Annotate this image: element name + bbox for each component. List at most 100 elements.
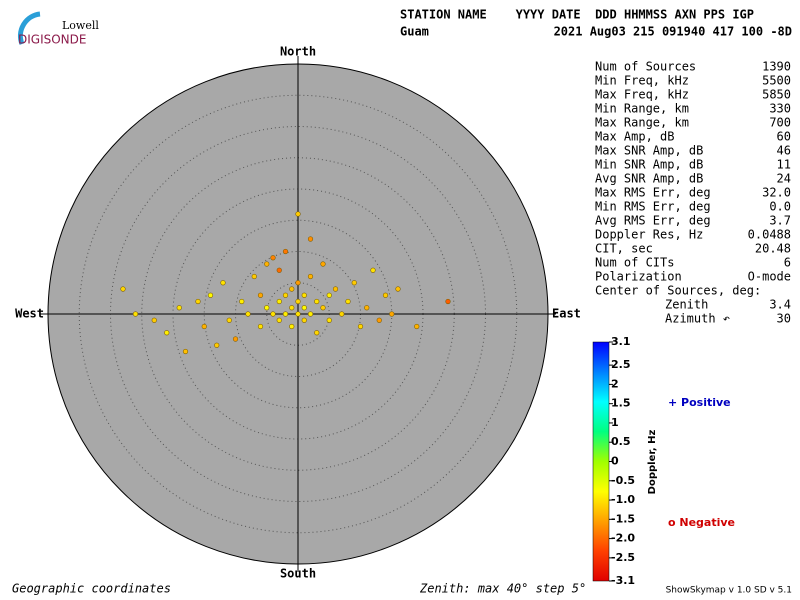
source-point [289, 286, 295, 292]
header-columns: STATION NAME YYYY DATE DDD HHMMSS AXN PP… [400, 8, 754, 22]
source-point [232, 336, 239, 342]
logo-arc [17, 11, 41, 45]
source-point [364, 305, 370, 311]
source-point [301, 292, 307, 298]
source-point [257, 323, 264, 330]
source-point [289, 323, 295, 330]
stat-value: 6 [784, 256, 791, 270]
source-point [307, 311, 314, 317]
source-point [176, 305, 182, 311]
source-point [320, 305, 326, 311]
footer-right: ShowSkymap v 1.0 SD v 5.1 [666, 586, 792, 596]
colorbar-tick-label: -3.1 [611, 574, 635, 587]
colorbar [592, 341, 610, 582]
colorbar-tick-label: 2 [611, 377, 619, 390]
legend-positive: + Positive [668, 396, 731, 409]
stat-label: Min Freq, kHz [595, 74, 689, 88]
colorbar-tick-label: -1.0 [611, 493, 635, 506]
colorbar-tick-label: 0 [611, 455, 619, 468]
stat-value: 5500 [762, 74, 791, 88]
center-label: Azimuth ↶ [665, 312, 730, 326]
source-point [339, 311, 345, 317]
source-point [195, 298, 201, 305]
logo-bottom: DIGISONDE [18, 33, 86, 47]
source-point [332, 286, 339, 292]
source-point [120, 286, 126, 292]
stat-label: Max Amp, dB [595, 130, 674, 144]
source-point [382, 292, 389, 298]
source-point [345, 298, 351, 305]
plot [40, 56, 556, 572]
header-station: Guam [400, 25, 429, 39]
source-point [314, 298, 320, 305]
source-point [132, 311, 139, 317]
source-point [307, 273, 314, 280]
logo-top: Lowell [62, 19, 99, 32]
stat-value: 3.7 [769, 214, 791, 228]
source-point [164, 330, 170, 336]
source-point [214, 342, 220, 348]
source-point [376, 317, 382, 323]
colorbar-tick-label: 1 [611, 416, 619, 429]
source-point [326, 292, 332, 298]
stat-value: 24 [777, 172, 791, 186]
source-point [282, 311, 289, 317]
source-point [282, 292, 289, 298]
colorbar-tick-label: -2.5 [611, 551, 635, 564]
stat-label: Avg SNR Amp, dB [595, 172, 703, 186]
source-point [295, 298, 301, 305]
source-point [326, 317, 332, 323]
stat-label: Avg RMS Err, deg [595, 214, 711, 228]
source-point [201, 323, 207, 330]
footer-mid: Zenith: max 40° step 5° [419, 582, 586, 596]
source-point [314, 330, 320, 336]
stat-label: Num of Sources [595, 60, 696, 74]
center-value: 3.4 [769, 298, 791, 312]
source-point [151, 317, 157, 323]
source-point [226, 317, 232, 323]
source-point [295, 280, 301, 286]
source-point [251, 273, 257, 280]
stat-label: Doppler Res, Hz [595, 228, 703, 242]
stat-value: 330 [769, 102, 791, 116]
colorbar-tick-label: 2.5 [611, 358, 631, 371]
source-point [282, 248, 289, 255]
footer-left: Geographic coordinates [12, 582, 171, 596]
stat-label: Max RMS Err, deg [595, 186, 711, 200]
stat-label: Min RMS Err, deg [595, 200, 711, 214]
source-point [389, 311, 395, 317]
source-point [257, 292, 264, 298]
source-point [245, 311, 251, 317]
source-point [270, 255, 276, 261]
stat-label: CIT, sec [595, 242, 653, 256]
dir-north: North [280, 45, 316, 59]
source-point [414, 323, 420, 330]
source-point [220, 280, 226, 286]
source-point [370, 267, 376, 273]
source-point [301, 317, 307, 323]
stat-value: 11 [777, 158, 791, 172]
source-point [276, 317, 282, 323]
dir-west: West [15, 307, 44, 321]
stat-label: Polarization [595, 270, 682, 284]
colorbar-tick-label: -0.5 [611, 474, 635, 487]
stat-value: 700 [769, 116, 791, 130]
source-point [307, 236, 314, 242]
stat-value: 1390 [762, 60, 791, 74]
dir-east: East [552, 307, 581, 321]
colorbar-tick-label: 0.5 [611, 435, 631, 448]
stat-label: Max Range, km [595, 116, 689, 130]
stat-value: 60 [777, 130, 791, 144]
source-point [357, 323, 364, 330]
stat-label: Num of CITs [595, 256, 674, 270]
center-value: 30 [777, 312, 791, 326]
source-point [182, 348, 189, 355]
source-point [270, 311, 276, 317]
header-values: 2021 Aug03 215 091940 417 100 -8D [554, 25, 792, 39]
source-point [276, 267, 282, 273]
source-point [264, 305, 270, 311]
source-point [295, 311, 301, 317]
stat-value: 20.48 [755, 242, 791, 256]
dir-south: South [280, 567, 316, 581]
